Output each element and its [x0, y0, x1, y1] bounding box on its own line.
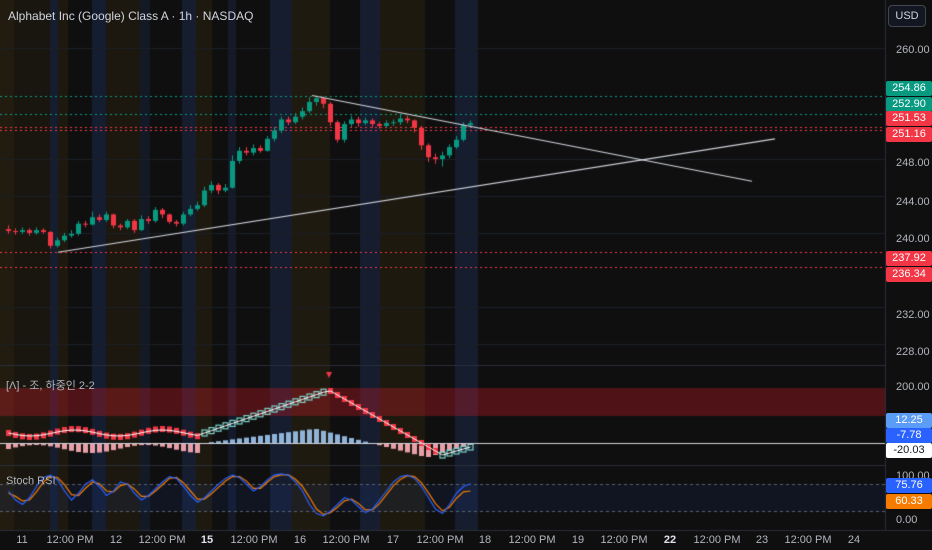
time-axis-label: 24	[847, 534, 861, 546]
time-axis-label: 12:00 PM	[322, 534, 370, 546]
time-axis-label: 12:00 PM	[508, 534, 556, 546]
indicator-label[interactable]: [Λ] - 조, 하중인 2-2	[6, 380, 95, 392]
time-axis-label: 12	[109, 534, 123, 546]
stoch-rsi-label[interactable]: Stoch RSI	[6, 475, 56, 487]
time-axis-label: 12:00 PM	[784, 534, 832, 546]
time-axis-label: 11	[16, 534, 28, 546]
price-axis-tick: 240.00	[896, 233, 930, 245]
time-axis-label: 12:00 PM	[600, 534, 648, 546]
stoch-tag: 75.76	[886, 478, 932, 493]
time-axis-label: 12:00 PM	[416, 534, 464, 546]
price-axis-tick: 232.00	[896, 309, 930, 321]
time-axis-label: 12:00 PM	[230, 534, 278, 546]
time-axis-label: 15	[200, 534, 214, 546]
time-axis-label: 12:00 PM	[138, 534, 186, 546]
time-axis-label: 12:00 PM	[46, 534, 94, 546]
price-axis-tick: 248.00	[896, 157, 930, 169]
indicator-tag: -20.03	[886, 443, 932, 458]
price-tag: 251.53	[886, 111, 932, 126]
price-tag: 236.34	[886, 267, 932, 282]
time-axis-label: 22	[663, 534, 677, 546]
indicator-axis-tick: 200.00	[896, 381, 930, 393]
stoch-axis-tick: 0.00	[896, 514, 918, 526]
price-tag: 252.90	[886, 97, 932, 112]
symbol-title: Alphabet Inc (Google) Class A · 1h · NAS…	[8, 9, 254, 23]
indicator-tag: 12.25	[886, 413, 932, 428]
time-axis-label: 19	[571, 534, 585, 546]
time-axis-label: 18	[478, 534, 492, 546]
price-axis-tick: 244.00	[896, 196, 930, 208]
price-tag: 251.16	[886, 127, 932, 142]
time-axis-label: 17	[386, 534, 400, 546]
price-tag: 237.92	[886, 251, 932, 266]
price-axis-tick: 260.00	[896, 44, 930, 56]
time-axis-label: 12:00 PM	[693, 534, 741, 546]
currency-button[interactable]: USD	[888, 5, 926, 27]
price-axis-tick: 228.00	[896, 346, 930, 358]
indicator-tag: -7.78	[886, 428, 932, 443]
time-axis-label: 16	[293, 534, 307, 546]
time-axis-label: 23	[755, 534, 769, 546]
price-tag: 254.86	[886, 81, 932, 96]
stoch-tag: 60.33	[886, 494, 932, 509]
